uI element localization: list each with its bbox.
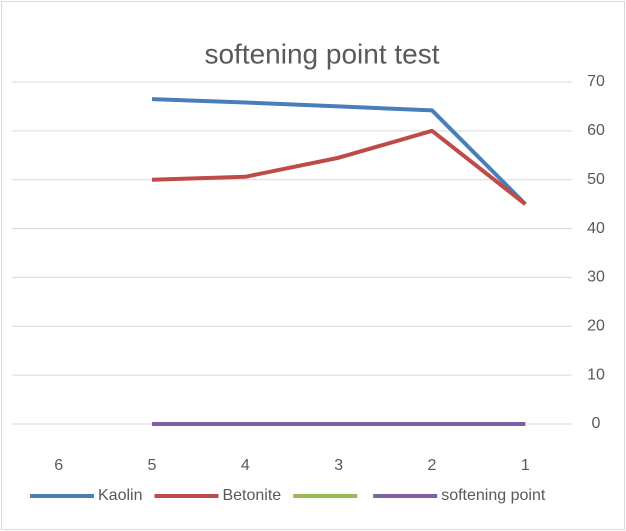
chart-title: softening point test <box>204 38 439 69</box>
y-tick-label: 10 <box>587 366 605 383</box>
legend-label: softening point <box>441 487 546 504</box>
series-line <box>151 97 527 206</box>
x-tick-label: 6 <box>54 457 63 474</box>
x-tick-label: 5 <box>148 457 157 474</box>
x-tick-label: 2 <box>428 457 437 474</box>
y-tick-label: 0 <box>592 415 601 432</box>
x-tick-label: 3 <box>334 457 343 474</box>
y-tick-label: 20 <box>587 318 605 335</box>
y-tick-label: 30 <box>587 269 605 286</box>
y-tick-label: 50 <box>587 171 605 188</box>
legend-label: Kaolin <box>98 487 142 504</box>
x-tick-label: 4 <box>241 457 250 474</box>
y-tick-label: 70 <box>587 73 605 90</box>
x-tick-label: 1 <box>521 457 530 474</box>
y-tick-label: 40 <box>587 220 605 237</box>
series-line <box>151 128 527 206</box>
y-tick-label: 60 <box>587 122 605 139</box>
legend-label: Betonite <box>222 487 281 504</box>
